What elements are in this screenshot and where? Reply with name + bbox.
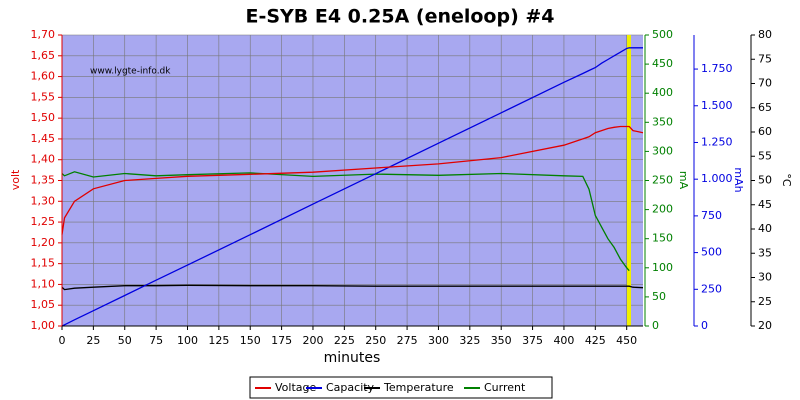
x-tick-label: 300 (428, 334, 449, 347)
y-tick-label: 1,60 (31, 70, 56, 83)
x-tick-label: 275 (397, 334, 418, 347)
series-line (61, 47, 643, 327)
x-tick-label: 225 (334, 334, 355, 347)
y2-tick-label: 300 (652, 144, 673, 157)
x-tick-label: 150 (240, 334, 261, 347)
y4-tick-label: 45 (758, 198, 772, 211)
y3-axis-title: mAh (732, 167, 745, 192)
y4-tick-label: 70 (758, 77, 772, 90)
x-tick-label: 125 (208, 334, 229, 347)
y2-tick-label: 100 (652, 261, 673, 274)
y2-tick-label: 250 (652, 174, 673, 187)
lines (61, 47, 644, 327)
y-axis-title: volt (9, 169, 22, 190)
y4-tick-label: 30 (758, 271, 772, 284)
series-line (61, 171, 630, 272)
y2-tick-label: 500 (652, 28, 673, 41)
x-tick-label: 25 (86, 334, 100, 347)
y-tick-label: 1,55 (31, 90, 56, 103)
legend (249, 376, 553, 399)
x-tick-label: 450 (616, 334, 637, 347)
y4-tick-label: 50 (758, 174, 772, 187)
y4-tick-label: 60 (758, 125, 772, 138)
y2-tick-label: 0 (652, 319, 659, 332)
y3-tick-label: 1.250 (701, 135, 733, 148)
y-tick-label: 1,65 (31, 49, 56, 62)
x-tick-label: 350 (491, 334, 512, 347)
y3-tick-label: 0 (701, 319, 708, 332)
y-tick-label: 1,70 (31, 28, 56, 41)
watermark: www.lygte-info.dk (90, 67, 171, 77)
series-line (61, 125, 644, 235)
y3-tick-label: 1.750 (701, 62, 733, 75)
y4-tick-label: 20 (758, 319, 772, 332)
end-marker (627, 35, 631, 326)
chart-title: E-SYB E4 0.25A (eneloop) #4 (245, 6, 554, 28)
y4-tick-label: 80 (758, 28, 772, 41)
y3-tick-label: 1.500 (701, 99, 733, 112)
y4-tick-label: 35 (758, 246, 772, 259)
x-tick-label: 0 (59, 334, 66, 347)
y-tick-label: 1,40 (31, 153, 56, 166)
legend-label: Capacity (326, 381, 375, 394)
y2-axis-title: mA (677, 171, 690, 190)
y3-tick-label: 500 (701, 246, 722, 259)
x-axis-title: minutes (324, 350, 381, 366)
y2-tick-label: 400 (652, 86, 673, 99)
y-tick-label: 1,25 (31, 215, 56, 228)
y3-tick-label: 750 (701, 209, 722, 222)
y2-tick-label: 350 (652, 115, 673, 128)
x-tick-label: 325 (459, 334, 480, 347)
x-tick-label: 200 (302, 334, 323, 347)
series-line (61, 284, 644, 291)
legend-label: Temperature (383, 381, 454, 394)
y-tick-label: 1,30 (31, 194, 56, 207)
y2-tick-label: 200 (652, 203, 673, 216)
y-tick-label: 1,20 (31, 236, 56, 249)
y4-tick-label: 65 (758, 101, 772, 114)
x-tick-label: 375 (522, 334, 543, 347)
x-tick-label: 50 (118, 334, 132, 347)
y3-tick-label: 1.000 (701, 172, 733, 185)
legend-label: Voltage (275, 381, 316, 394)
x-tick-label: 75 (149, 334, 163, 347)
x-tick-label: 175 (271, 334, 292, 347)
legend-label: Current (484, 381, 526, 394)
y-tick-label: 1,35 (31, 174, 56, 187)
y-tick-label: 1,45 (31, 132, 56, 145)
x-tick-label: 250 (365, 334, 386, 347)
y4-tick-label: 40 (758, 222, 772, 235)
y-tick-label: 1,50 (31, 111, 56, 124)
y-tick-label: 1,15 (31, 257, 56, 270)
y-tick-label: 1,00 (31, 319, 56, 332)
x-tick-label: 100 (177, 334, 198, 347)
y2-tick-label: 50 (652, 290, 666, 303)
x-tick-label: 400 (553, 334, 574, 347)
y4-axis-title: °C (780, 173, 793, 187)
y4-tick-label: 25 (758, 295, 772, 308)
x-tick-label: 425 (585, 334, 606, 347)
y3-tick-label: 250 (701, 282, 722, 295)
y-tick-label: 1,05 (31, 298, 56, 311)
y-tick-label: 1,10 (31, 277, 56, 290)
y4-tick-label: 55 (758, 149, 772, 162)
y2-tick-label: 150 (652, 232, 673, 245)
y4-tick-label: 75 (758, 52, 772, 65)
y2-tick-label: 450 (652, 57, 673, 70)
